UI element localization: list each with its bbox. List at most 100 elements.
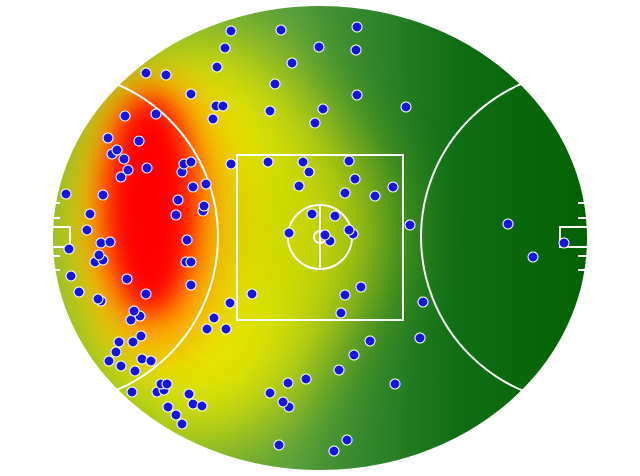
point [527,251,539,263]
point [400,101,412,113]
point [129,365,141,377]
point [128,305,140,317]
point [343,155,355,167]
point [293,180,305,192]
point [113,336,125,348]
point [351,21,363,33]
point [183,388,195,400]
point [282,377,294,389]
point [317,103,329,115]
point [161,378,173,390]
point [162,401,174,413]
point [309,117,321,129]
point [185,256,197,268]
point [225,25,237,37]
point [333,364,345,376]
point [170,209,182,221]
point [349,173,361,185]
point [220,323,232,335]
point [328,445,340,457]
point [141,162,153,174]
point [97,189,109,201]
point [187,181,199,193]
point [219,42,231,54]
point [81,224,93,236]
point [369,190,381,202]
point [329,210,341,222]
point [133,135,145,147]
point [118,153,130,165]
point [225,158,237,170]
point [63,243,75,255]
point [93,249,105,261]
point [111,144,123,156]
point [136,353,148,365]
point [341,434,353,446]
point [286,57,298,69]
point [300,373,312,385]
point [389,378,401,390]
point [196,400,208,412]
point [102,132,114,144]
point [200,178,212,190]
point [502,218,514,230]
point [185,279,197,291]
point [125,314,137,326]
point [350,44,362,56]
point [303,166,315,178]
point [364,335,376,347]
point [275,24,287,36]
point [217,100,229,112]
point [121,273,133,285]
point [262,156,274,168]
point [84,208,96,220]
point [95,237,107,249]
point [269,78,281,90]
point [273,439,285,451]
point [339,289,351,301]
point [207,113,219,125]
point [277,396,289,408]
point [185,88,197,100]
point [335,307,347,319]
point [126,386,138,398]
point [65,270,77,282]
point [208,312,220,324]
point [92,293,104,305]
point [160,69,172,81]
point [201,323,213,335]
point [122,164,134,176]
point [283,227,295,239]
point [348,349,360,361]
point [170,409,182,421]
point [355,281,367,293]
point [339,187,351,199]
point [558,237,570,249]
point [185,156,197,168]
point [176,418,188,430]
point [351,89,363,101]
point [264,387,276,399]
point [414,332,426,344]
point [198,200,210,212]
point [145,355,157,367]
point [313,41,325,53]
point [135,330,147,342]
point [103,355,115,367]
point [150,108,162,120]
point [224,297,236,309]
point [140,288,152,300]
point [73,286,85,298]
point [404,219,416,231]
point [115,360,127,372]
point [319,229,331,241]
point [211,61,223,73]
points [60,21,570,457]
point [127,336,139,348]
point [104,236,116,248]
point [306,208,318,220]
point [343,224,355,236]
point [417,296,429,308]
